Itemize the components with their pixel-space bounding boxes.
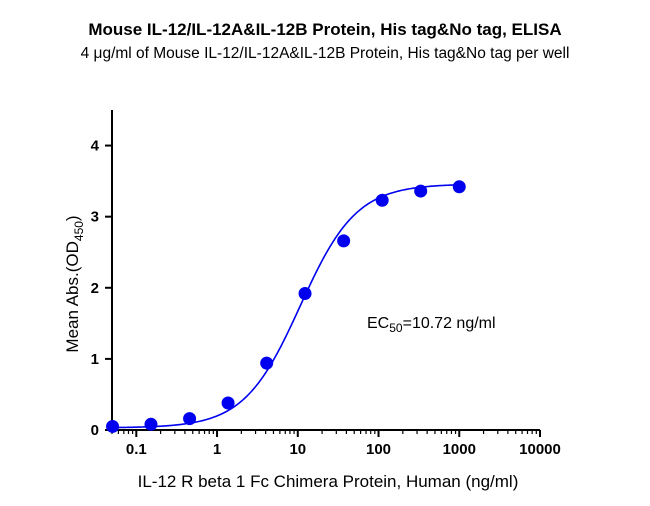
data-point	[298, 286, 312, 300]
y-axis-label-main: Mean Abs.(OD	[63, 241, 82, 353]
data-points	[106, 180, 466, 433]
chart-title: Mouse IL-12/IL-12A&IL-12B Protein, His t…	[88, 20, 562, 39]
fit-curve	[112, 183, 460, 429]
data-point	[106, 419, 120, 433]
y-tick-label: 3	[91, 209, 99, 226]
data-point	[375, 193, 389, 207]
x-tick-label: 0.1	[126, 441, 147, 458]
y-axis-label-end: )	[63, 215, 82, 221]
y-ticks: 0 1 2 3 4	[91, 138, 112, 439]
y-tick-label: 2	[91, 280, 99, 297]
x-tick-label: 1000	[443, 441, 476, 458]
x-tick-label: 1	[213, 441, 221, 458]
data-point	[260, 356, 274, 370]
ec50-prefix: EC	[367, 315, 389, 332]
chart-subtitle: 4 μg/ml of Mouse IL-12/IL-12A&IL-12B Pro…	[80, 45, 570, 62]
x-ticks: 0.1 1 10 100 1000 10000	[111, 430, 561, 458]
ec50-annotation: EC50=10.72 ng/ml	[367, 315, 496, 335]
data-point	[183, 412, 197, 426]
data-point	[337, 234, 351, 248]
y-tick-label: 0	[91, 422, 99, 439]
x-axis-label: IL-12 R beta 1 Fc Chimera Protein, Human…	[138, 472, 519, 491]
data-point	[144, 417, 158, 431]
ec50-sub: 50	[389, 321, 403, 335]
axes	[111, 110, 540, 431]
data-point	[452, 180, 466, 194]
y-tick-label: 1	[91, 351, 99, 368]
data-point	[221, 396, 235, 410]
x-tick-label: 100	[366, 441, 391, 458]
y-axis-label: Mean Abs.(OD450)	[63, 215, 86, 352]
ec50-suffix: =10.72 ng/ml	[403, 315, 496, 332]
y-axis-label-sub: 450	[72, 221, 86, 241]
data-point	[414, 184, 428, 198]
y-tick-label: 4	[91, 138, 100, 155]
x-tick-label: 10	[289, 441, 306, 458]
x-tick-label: 10000	[519, 441, 561, 458]
